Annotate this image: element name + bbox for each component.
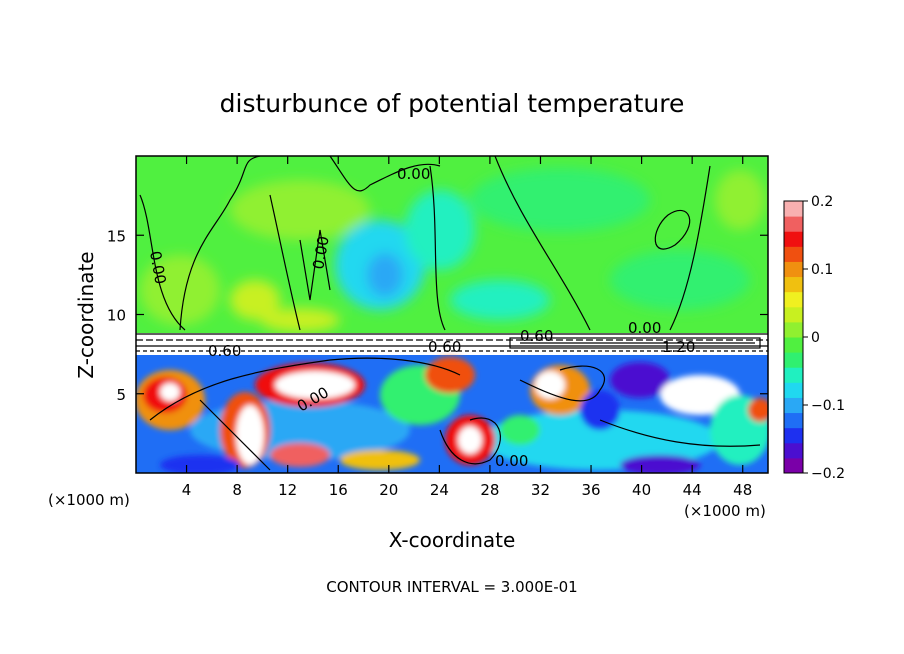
colorbar-swatch <box>784 306 803 323</box>
y-axis: 5 10 15 <box>107 227 768 404</box>
x-tick-label: 40 <box>632 481 651 499</box>
colorbar-swatch <box>784 276 803 293</box>
contour-label: 0.00 <box>309 235 333 271</box>
colorbar-swatch <box>784 427 803 444</box>
colorbar-tick-label: −0.2 <box>811 466 845 482</box>
colorbar-tick-label: 0 <box>811 330 820 346</box>
colorbar-swatch <box>784 397 803 414</box>
colorbar-swatch <box>784 231 803 247</box>
colorbar-swatch <box>784 201 803 217</box>
colorbar-swatch <box>784 216 803 232</box>
y-tick-label: 5 <box>116 386 126 404</box>
colorbar-swatch <box>784 321 803 338</box>
colorbar-tick-label: 0.1 <box>811 262 833 278</box>
colorbar-swatch <box>784 246 803 262</box>
y-tick-label: 10 <box>107 307 126 325</box>
colorbar-tick-label: −0.1 <box>811 398 845 414</box>
x-axis-label: X-coordinate <box>389 528 516 552</box>
x-tick-label: 24 <box>430 481 449 499</box>
contour-interval-note: CONTOUR INTERVAL = 3.000E-01 <box>326 578 577 596</box>
contour-label: 1.20 <box>662 338 695 356</box>
x-tick-label: 8 <box>232 481 242 499</box>
x-tick-label: 36 <box>581 481 600 499</box>
contour-label: 0.00 <box>628 319 661 337</box>
contour-label: 0.60 <box>520 327 553 345</box>
contour-label: 0.00 <box>146 250 170 286</box>
x-tick-label: 12 <box>278 481 297 499</box>
colorbar-tick-label: 0.2 <box>811 194 833 210</box>
x-tick-label: 20 <box>379 481 398 499</box>
y-tick-label: 15 <box>107 227 126 245</box>
colorbar-swatch <box>784 382 803 398</box>
y-unit-label: (×1000 m) <box>684 502 766 520</box>
colorbar-swatch <box>784 442 803 459</box>
colorbar-swatch <box>784 291 803 308</box>
x-tick-label: 16 <box>329 481 348 499</box>
colorbar-swatch <box>784 337 803 353</box>
colorbar-swatch <box>784 412 803 429</box>
x-axis: 4 8 12 16 20 24 28 32 36 40 44 48 <box>182 156 752 499</box>
contour-lines <box>139 156 761 471</box>
x-tick-label: 32 <box>531 481 550 499</box>
contour-label: 0.00 <box>397 165 430 183</box>
x-tick-label: 4 <box>182 481 192 499</box>
chart-title: disturbunce of potential temperature <box>220 89 685 118</box>
inversion-contours <box>136 333 768 352</box>
colorbar: 0.2 0.1 0 −0.1 −0.2 <box>783 194 845 482</box>
contour-label: 0.60 <box>428 338 461 356</box>
plot-area <box>136 156 768 473</box>
colorbar-swatch <box>784 261 803 278</box>
colorbar-swatch <box>784 352 803 368</box>
x-tick-label: 28 <box>480 481 499 499</box>
y-axis-label: Z-coordinate <box>74 251 98 378</box>
x-tick-label: 48 <box>733 481 752 499</box>
contour-label: 0.00 <box>495 452 528 470</box>
x-unit-label: (×1000 m) <box>48 491 130 509</box>
colorbar-swatch <box>784 457 803 474</box>
contour-label: 0.60 <box>208 342 241 360</box>
colorbar-swatch <box>784 367 803 383</box>
x-tick-label: 44 <box>683 481 702 499</box>
